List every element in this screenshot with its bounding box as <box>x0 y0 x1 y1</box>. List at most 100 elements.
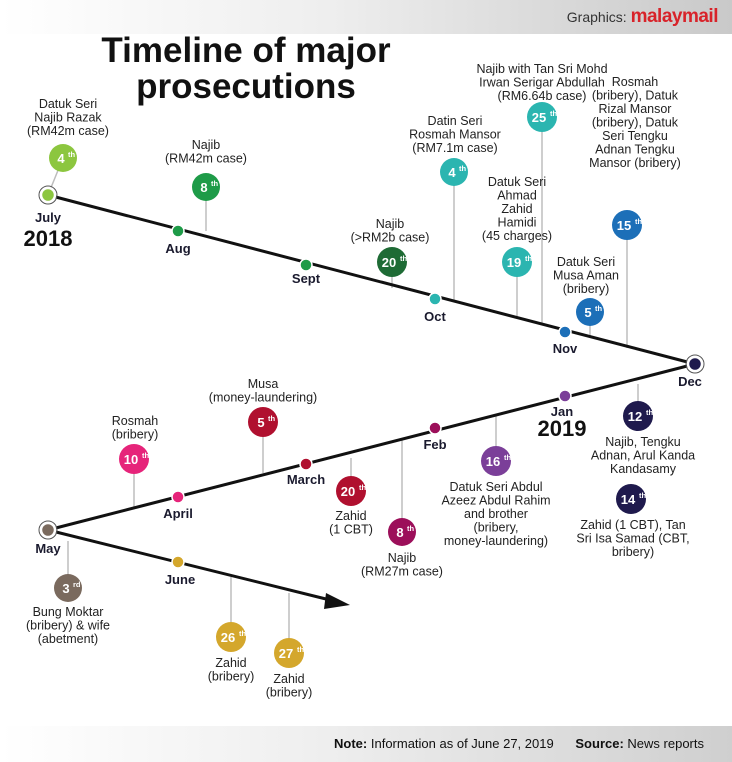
event-bubble-jan-16 <box>481 446 511 476</box>
note-text: Information as of June 27, 2019 <box>370 736 554 751</box>
event-label-jul-4-line-2: (RM42m case) <box>27 124 109 138</box>
month-label-jan: Jan <box>551 404 573 419</box>
event-suffix-sep-20: th <box>400 254 407 263</box>
event-label-sep-20-line-0: Najib <box>376 217 405 231</box>
event-day-jun-26: 26 <box>221 630 235 645</box>
month-node-jun <box>171 555 185 569</box>
event-label-oct-19-line-4: (45 charges) <box>482 229 552 243</box>
timeline-segment-2019 <box>47 362 696 532</box>
event-label-nov-15-line-4: Seri Tengku <box>602 129 668 143</box>
event-label-nov-15-line-5: Adnan Tengku <box>595 143 675 157</box>
event-label-oct-19-line-2: Zahid <box>501 202 532 216</box>
month-node-sep <box>299 258 313 272</box>
footer-bar: Note: Information as of June 27, 2019 So… <box>0 726 732 762</box>
event-label-apr-10-line-0: Rosmah <box>112 414 159 428</box>
event-bubble-nov-5 <box>576 298 604 326</box>
month-label-may: May <box>35 541 61 556</box>
timeline-segment-june <box>47 528 331 602</box>
event-suffix-mar-20: th <box>359 483 366 492</box>
event-bubble-sep-20 <box>377 247 407 277</box>
event-label-jan-16-line-2: and brother <box>464 507 528 521</box>
event-label-feb-8-line-1: (RM27m case) <box>361 565 443 579</box>
event-label-jan-16-line-1: Azeez Abdul Rahim <box>441 494 550 508</box>
event-label-oct-25-line-0: Najib with Tan Sri Mohd <box>476 62 607 76</box>
event-bubble-jul-4 <box>49 144 77 172</box>
event-bubble-oct-4 <box>440 158 468 186</box>
event-label-nov-15-line-6: Mansor (bribery) <box>589 156 681 170</box>
event-day-aug-8: 8 <box>200 180 207 195</box>
event-label-oct-25-line-1: Irwan Serigar Abdullah <box>479 76 605 90</box>
event-suffix-jun-27: th <box>297 645 304 654</box>
event-label-nov-15-line-3: (bribery), Datuk <box>592 116 679 130</box>
event-bubble-dec-14 <box>616 484 646 514</box>
event-label-mar-5-line-0: Musa <box>248 377 279 391</box>
event-label-mar-20-line-1: (1 CBT) <box>329 523 373 537</box>
month-node-ring-jul <box>38 185 58 205</box>
month-node-aug <box>171 224 185 238</box>
event-label-jun-26-line-0: Zahid <box>215 656 246 670</box>
month-label-jul: July <box>35 210 62 225</box>
event-suffix-nov-5: th <box>595 304 602 313</box>
event-label-dec-12-line-0: Najib, Tengku <box>605 435 681 449</box>
event-day-jun-27: 27 <box>279 646 293 661</box>
note-label: Note: <box>334 736 368 751</box>
event-label-may-3-line-0: Bung Moktar <box>33 605 104 619</box>
event-bubble-apr-10 <box>119 444 149 474</box>
event-suffix-jan-16: th <box>504 453 511 462</box>
event-bubble-mar-20 <box>336 476 366 506</box>
event-bubble-nov-15 <box>612 210 642 240</box>
month-label-dec: Dec <box>678 374 702 389</box>
event-label-dec-12-line-2: Kandasamy <box>610 462 677 476</box>
timeline-segment-2018 <box>47 193 696 366</box>
event-day-mar-20: 20 <box>341 484 355 499</box>
event-suffix-nov-15: th <box>635 217 642 226</box>
month-label-aug: Aug <box>165 241 190 256</box>
event-suffix-oct-4: th <box>459 164 466 173</box>
source-text: News reports <box>627 736 704 751</box>
event-bubble-feb-8 <box>388 518 416 546</box>
month-node-may <box>39 521 57 539</box>
event-label-mar-20-line-0: Zahid <box>335 509 366 523</box>
event-bubble-mar-5 <box>248 407 278 437</box>
event-label-aug-8-line-1: (RM42m case) <box>165 152 247 166</box>
event-label-oct-19-line-1: Ahmad <box>497 189 537 203</box>
month-node-jul <box>39 186 57 204</box>
month-node-ring-dec <box>685 354 705 374</box>
page-title: Timeline of major prosecutions <box>101 31 391 106</box>
brand-logo: malaymail <box>630 6 719 27</box>
event-day-nov-15: 15 <box>617 218 631 233</box>
event-day-oct-19: 19 <box>507 255 521 270</box>
event-label-nov-15-line-0: Rosmah <box>612 75 659 89</box>
month-node-ring-may <box>38 520 58 540</box>
event-label-may-3-line-2: (abetment) <box>38 632 98 646</box>
event-label-nov-5-line-2: (bribery) <box>563 282 610 296</box>
month-label-apr: April <box>163 506 193 521</box>
event-suffix-aug-8: th <box>211 179 218 188</box>
event-label-aug-8-line-0: Najib <box>192 138 221 152</box>
event-day-dec-12: 12 <box>628 409 642 424</box>
event-suffix-dec-14: th <box>639 491 646 500</box>
event-label-may-3-line-1: (bribery) & wife <box>26 619 110 633</box>
event-label-jun-27-line-1: (bribery) <box>266 686 313 700</box>
event-suffix-may-3: rd <box>73 580 81 589</box>
event-day-dec-14: 14 <box>621 492 636 507</box>
event-label-jun-27-line-0: Zahid <box>273 672 304 686</box>
event-day-oct-4: 4 <box>448 165 456 180</box>
event-bubble-dec-12 <box>623 401 653 431</box>
event-label-feb-8-line-0: Najib <box>388 551 417 565</box>
event-day-may-3: 3 <box>62 581 69 596</box>
event-label-jan-16-line-4: money-laundering) <box>444 534 548 548</box>
month-node-dec <box>686 355 704 373</box>
event-label-oct-25-line-2: (RM6.64b case) <box>498 89 587 103</box>
event-day-jul-4: 4 <box>57 151 65 166</box>
event-label-jun-26-line-1: (bribery) <box>208 670 255 684</box>
event-label-jul-4-line-0: Datuk Seri <box>39 97 97 111</box>
month-label-sep: Sept <box>292 271 321 286</box>
event-suffix-jun-26: th <box>239 629 246 638</box>
event-bubble-aug-8 <box>192 173 220 201</box>
event-label-oct-4-line-1: Rosmah Mansor <box>409 128 501 142</box>
event-label-jan-16-line-0: Datuk Seri Abdul <box>449 480 542 494</box>
event-label-oct-19-line-0: Datuk Seri <box>488 175 546 189</box>
month-label-jun: June <box>165 572 195 587</box>
